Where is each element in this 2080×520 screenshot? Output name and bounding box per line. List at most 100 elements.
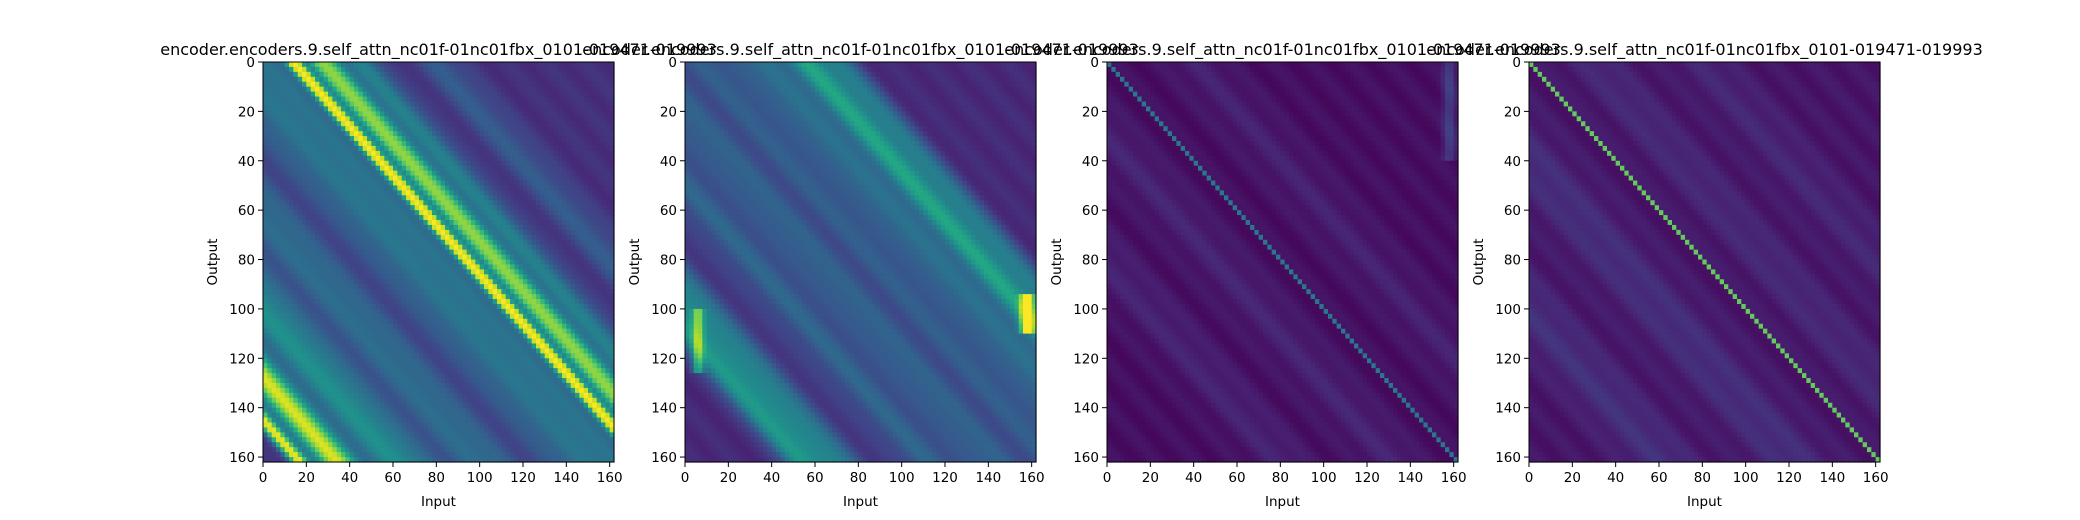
heatmap-cell bbox=[324, 116, 329, 122]
heatmap-cell bbox=[519, 72, 524, 78]
heatmap-cell bbox=[605, 111, 610, 117]
heatmap-cell bbox=[376, 314, 381, 320]
heatmap-cell bbox=[510, 136, 515, 142]
heatmap-cell bbox=[523, 348, 528, 354]
heatmap-cell bbox=[371, 329, 376, 335]
heatmap-cell bbox=[575, 353, 580, 359]
heatmap-cell bbox=[601, 205, 606, 211]
heatmap-cell bbox=[272, 235, 277, 241]
heatmap-cell bbox=[532, 240, 537, 246]
heatmap-cell bbox=[519, 215, 524, 221]
heatmap-cell bbox=[393, 334, 398, 340]
heatmap-cell bbox=[536, 255, 541, 261]
heatmap-cell bbox=[406, 195, 411, 201]
heatmap-cell bbox=[376, 319, 381, 325]
heatmap-cell bbox=[588, 77, 593, 83]
heatmap-cell bbox=[341, 126, 346, 132]
heatmap-cell bbox=[402, 151, 407, 157]
heatmap-cell bbox=[341, 348, 346, 354]
heatmap-cell bbox=[419, 141, 424, 147]
heatmap-cell bbox=[324, 92, 329, 98]
heatmap-cell bbox=[332, 215, 337, 221]
heatmap-cell bbox=[584, 269, 589, 275]
heatmap-cell bbox=[397, 151, 402, 157]
heatmap-cell bbox=[432, 230, 437, 236]
heatmap-cell bbox=[402, 250, 407, 256]
heatmap-cell bbox=[419, 146, 424, 152]
heatmap-cell bbox=[332, 161, 337, 167]
heatmap-cell bbox=[423, 348, 428, 354]
heatmap-cell bbox=[462, 255, 467, 261]
heatmap-cell bbox=[280, 250, 285, 256]
heatmap-cell bbox=[575, 156, 580, 162]
heatmap-cell bbox=[337, 62, 342, 68]
heatmap-cell bbox=[584, 250, 589, 256]
heatmap-cell bbox=[605, 62, 610, 68]
heatmap-cell bbox=[558, 205, 563, 211]
heatmap-cell bbox=[276, 146, 281, 152]
heatmap-cell bbox=[350, 190, 355, 196]
heatmap-cell bbox=[376, 334, 381, 340]
heatmap-cell bbox=[311, 185, 316, 191]
heatmap-cell bbox=[545, 339, 550, 345]
heatmap-cell bbox=[397, 289, 402, 295]
heatmap-cell bbox=[458, 220, 463, 226]
heatmap-cell bbox=[519, 205, 524, 211]
heatmap-cell bbox=[406, 161, 411, 167]
heatmap-cell bbox=[354, 309, 359, 315]
heatmap-cell bbox=[419, 225, 424, 231]
heatmap-cell bbox=[592, 240, 597, 246]
heatmap-cell bbox=[449, 87, 454, 93]
heatmap-cell bbox=[280, 264, 285, 270]
heatmap-cell bbox=[540, 274, 545, 280]
heatmap-cell bbox=[393, 235, 398, 241]
heatmap-cell bbox=[588, 156, 593, 162]
heatmap-cell bbox=[328, 171, 333, 177]
heatmap-cell bbox=[337, 195, 342, 201]
heatmap-cell bbox=[345, 235, 350, 241]
heatmap-cell bbox=[545, 126, 550, 132]
heatmap-cell bbox=[354, 235, 359, 241]
heatmap-cell bbox=[332, 220, 337, 226]
heatmap-cell bbox=[488, 87, 493, 93]
heatmap-cell bbox=[575, 131, 580, 137]
heatmap-cell bbox=[484, 353, 489, 359]
heatmap-cell bbox=[540, 176, 545, 182]
heatmap-cell bbox=[380, 284, 385, 290]
heatmap-cell bbox=[506, 106, 511, 112]
heatmap-cell bbox=[484, 176, 489, 182]
heatmap-cell bbox=[311, 97, 316, 103]
heatmap-cell bbox=[410, 240, 415, 246]
heatmap-cell bbox=[267, 72, 272, 78]
heatmap-cell bbox=[410, 225, 415, 231]
heatmap-cell bbox=[315, 260, 320, 266]
heatmap-cell bbox=[436, 264, 441, 270]
heatmap-cell bbox=[553, 82, 558, 88]
heatmap-cell bbox=[345, 121, 350, 127]
heatmap-cell bbox=[328, 225, 333, 231]
heatmap-cell bbox=[540, 348, 545, 354]
heatmap-cell bbox=[415, 82, 420, 88]
heatmap-cell bbox=[436, 225, 441, 231]
heatmap-cell bbox=[601, 106, 606, 112]
heatmap-cell bbox=[263, 279, 268, 285]
heatmap-cell bbox=[289, 294, 294, 300]
heatmap-cell bbox=[588, 348, 593, 354]
heatmap-cell bbox=[575, 92, 580, 98]
heatmap-cell bbox=[285, 121, 290, 127]
heatmap-cell bbox=[397, 126, 402, 132]
heatmap-cell bbox=[523, 279, 528, 285]
heatmap-cell bbox=[514, 161, 519, 167]
heatmap-cell bbox=[432, 77, 437, 83]
heatmap-cell bbox=[471, 82, 476, 88]
heatmap-cell bbox=[371, 215, 376, 221]
heatmap-cell bbox=[341, 314, 346, 320]
heatmap-cell bbox=[592, 245, 597, 251]
heatmap-cell bbox=[579, 264, 584, 270]
heatmap-cell bbox=[428, 102, 433, 108]
heatmap-cell bbox=[584, 334, 589, 340]
heatmap-cell bbox=[584, 235, 589, 241]
heatmap-cell bbox=[406, 220, 411, 226]
heatmap-cell bbox=[419, 264, 424, 270]
heatmap-cell bbox=[397, 255, 402, 261]
